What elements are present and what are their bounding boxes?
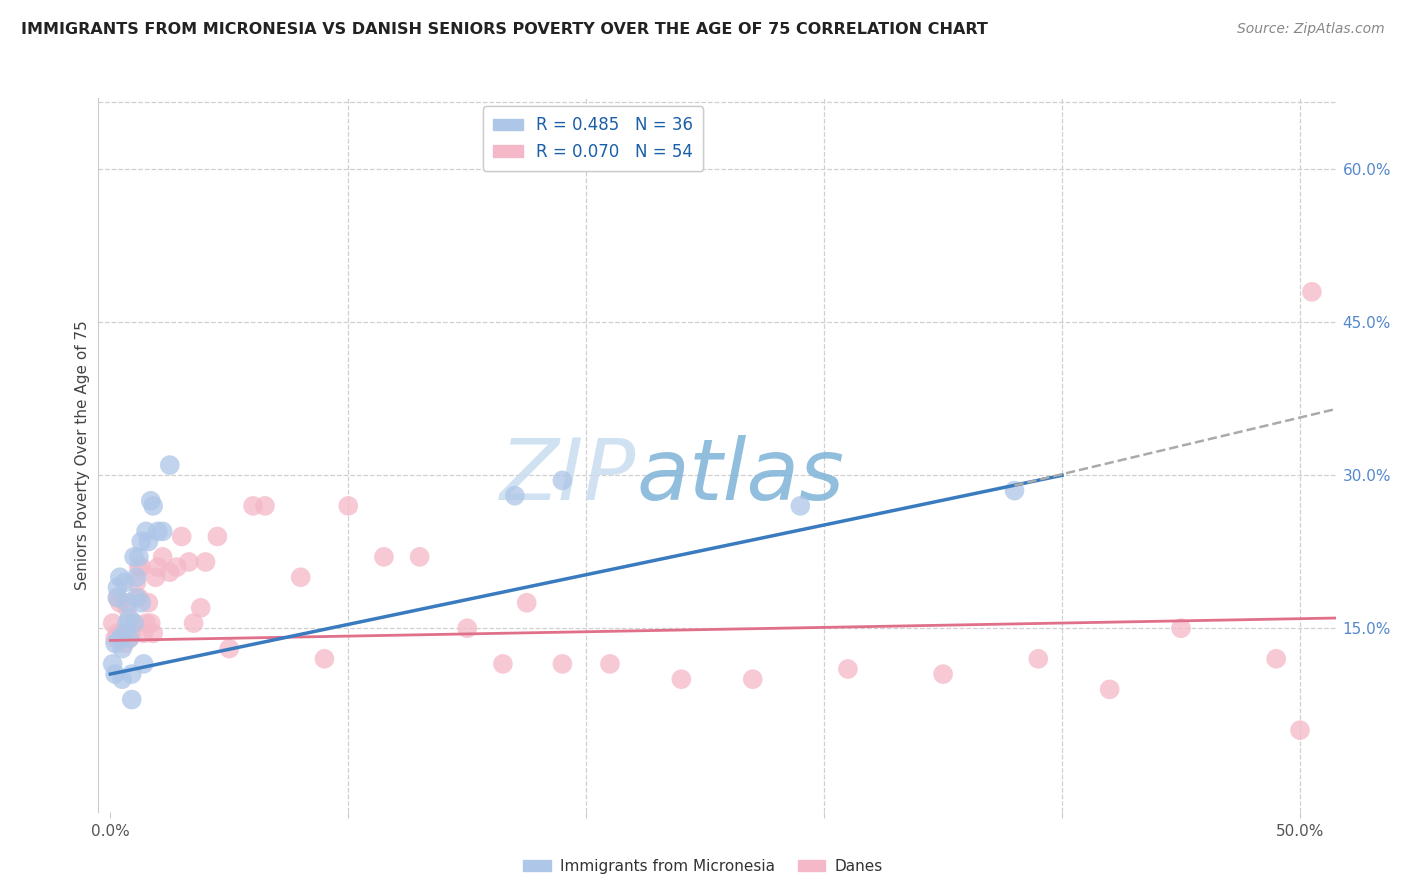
- Point: [107, 626, 129, 640]
- Legend: Immigrants from Micronesia, Danes: Immigrants from Micronesia, Danes: [517, 853, 889, 880]
- Point: [128, 549, 150, 564]
- Point: [108, 632, 131, 646]
- Point: [551, 657, 574, 671]
- Point: [408, 549, 430, 564]
- Point: [129, 560, 152, 574]
- Point: [122, 549, 145, 564]
- Point: [122, 616, 145, 631]
- Legend: R = 0.485   N = 36, R = 0.070   N = 54: R = 0.485 N = 36, R = 0.070 N = 54: [484, 106, 703, 170]
- Point: [125, 575, 148, 590]
- Point: [1004, 483, 1026, 498]
- Point: [837, 662, 859, 676]
- Point: [104, 632, 127, 646]
- Point: [104, 636, 127, 650]
- Text: Source: ZipAtlas.com: Source: ZipAtlas.com: [1237, 22, 1385, 37]
- Point: [337, 499, 360, 513]
- Point: [170, 529, 193, 543]
- Point: [114, 626, 136, 640]
- Point: [107, 581, 129, 595]
- Point: [139, 616, 162, 631]
- Point: [146, 560, 169, 574]
- Point: [115, 616, 138, 631]
- Y-axis label: Seniors Poverty Over the Age of 75: Seniors Poverty Over the Age of 75: [75, 320, 90, 590]
- Point: [1265, 652, 1288, 666]
- Point: [152, 524, 174, 539]
- Point: [290, 570, 312, 584]
- Point: [190, 600, 212, 615]
- Point: [516, 596, 538, 610]
- Point: [177, 555, 200, 569]
- Point: [146, 524, 169, 539]
- Point: [108, 596, 131, 610]
- Point: [128, 591, 150, 605]
- Point: [1301, 285, 1323, 299]
- Point: [121, 626, 143, 640]
- Point: [115, 600, 138, 615]
- Point: [551, 474, 574, 488]
- Point: [503, 489, 526, 503]
- Point: [108, 570, 131, 584]
- Point: [145, 570, 167, 584]
- Point: [1170, 621, 1192, 635]
- Point: [114, 636, 136, 650]
- Point: [492, 657, 515, 671]
- Point: [111, 626, 134, 640]
- Point: [129, 534, 152, 549]
- Point: [135, 616, 157, 631]
- Point: [741, 672, 763, 686]
- Point: [125, 591, 148, 605]
- Point: [104, 667, 127, 681]
- Point: [111, 641, 134, 656]
- Point: [121, 692, 143, 706]
- Point: [183, 616, 205, 631]
- Point: [121, 667, 143, 681]
- Point: [456, 621, 478, 635]
- Text: atlas: atlas: [637, 434, 845, 518]
- Point: [128, 560, 150, 574]
- Point: [373, 549, 395, 564]
- Point: [1289, 723, 1312, 738]
- Point: [207, 529, 229, 543]
- Point: [122, 616, 145, 631]
- Point: [194, 555, 217, 569]
- Point: [1098, 682, 1121, 697]
- Text: IMMIGRANTS FROM MICRONESIA VS DANISH SENIORS POVERTY OVER THE AGE OF 75 CORRELAT: IMMIGRANTS FROM MICRONESIA VS DANISH SEN…: [21, 22, 988, 37]
- Point: [138, 534, 160, 549]
- Point: [142, 626, 165, 640]
- Point: [253, 499, 276, 513]
- Point: [242, 499, 264, 513]
- Point: [218, 641, 240, 656]
- Point: [152, 549, 174, 564]
- Point: [118, 632, 141, 646]
- Point: [101, 616, 124, 631]
- Point: [142, 499, 165, 513]
- Point: [159, 458, 181, 472]
- Point: [125, 570, 148, 584]
- Point: [314, 652, 336, 666]
- Point: [129, 596, 152, 610]
- Point: [118, 632, 141, 646]
- Point: [789, 499, 811, 513]
- Point: [599, 657, 621, 671]
- Point: [115, 596, 138, 610]
- Point: [671, 672, 693, 686]
- Point: [159, 565, 181, 579]
- Point: [114, 575, 136, 590]
- Point: [107, 591, 129, 605]
- Point: [138, 596, 160, 610]
- Point: [111, 672, 134, 686]
- Point: [1026, 652, 1049, 666]
- Point: [166, 560, 188, 574]
- Point: [118, 611, 141, 625]
- Text: ZIP: ZIP: [501, 434, 637, 518]
- Point: [101, 657, 124, 671]
- Point: [132, 626, 155, 640]
- Point: [135, 524, 157, 539]
- Point: [932, 667, 955, 681]
- Point: [132, 657, 155, 671]
- Point: [139, 493, 162, 508]
- Point: [107, 591, 129, 605]
